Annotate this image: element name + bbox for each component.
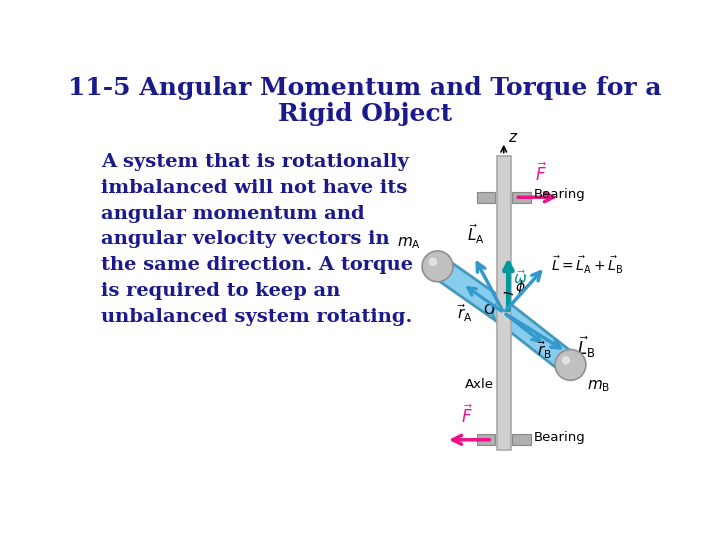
Bar (477, 434, 495, 445)
Text: $\vec{r}_{\rm B}$: $\vec{r}_{\rm B}$ (537, 339, 552, 361)
Bar (497, 156, 510, 450)
Text: O: O (483, 302, 494, 316)
Text: $\vec{\omega}$: $\vec{\omega}$ (513, 269, 527, 287)
Text: $\vec{r}_{\rm A}$: $\vec{r}_{\rm A}$ (457, 302, 472, 323)
Circle shape (562, 356, 570, 364)
Text: Bearing: Bearing (534, 188, 585, 201)
Text: $\vec{L} = \vec{L}_{\rm A} + \vec{L}_{\rm B}$: $\vec{L} = \vec{L}_{\rm A} + \vec{L}_{\r… (551, 255, 624, 276)
Text: z: z (508, 131, 516, 145)
Text: $\phi$: $\phi$ (515, 278, 525, 296)
Text: $m_{\rm A}$: $m_{\rm A}$ (397, 235, 420, 251)
Text: 11-5 Angular Momentum and Torque for a: 11-5 Angular Momentum and Torque for a (68, 76, 662, 100)
Circle shape (422, 251, 453, 282)
Text: A system that is rotationally
imbalanced will not have its
angular momentum and
: A system that is rotationally imbalanced… (101, 153, 413, 326)
Text: $m_{\rm B}$: $m_{\rm B}$ (588, 379, 611, 394)
Text: Bearing: Bearing (534, 431, 585, 444)
Text: $\vec{L}_{\rm A}$: $\vec{L}_{\rm A}$ (467, 222, 485, 246)
Circle shape (428, 258, 437, 266)
Text: $\vec{F}$: $\vec{F}$ (535, 163, 546, 185)
Bar (512, 192, 531, 202)
Bar (477, 192, 495, 202)
Text: Rigid Object: Rigid Object (278, 102, 452, 126)
Text: $\vec{F}$: $\vec{F}$ (461, 405, 472, 428)
Bar (512, 434, 531, 445)
Text: Axle: Axle (464, 378, 494, 391)
Text: $\vec{L}_{\rm B}$: $\vec{L}_{\rm B}$ (577, 334, 595, 360)
Circle shape (555, 349, 586, 380)
